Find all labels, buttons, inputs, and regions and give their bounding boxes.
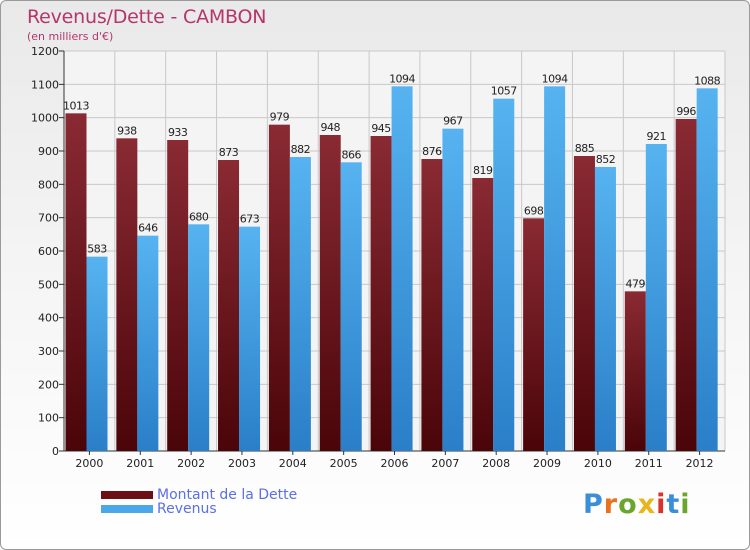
data-label: 1094	[389, 72, 415, 85]
x-tick-label: 2003	[228, 457, 256, 470]
y-tick-label: 1000	[31, 112, 59, 125]
bars-layer	[65, 86, 718, 452]
labels-layer: 0 100 200 300 400 500 600 700 800 900 1000 1100 1200…	[31, 45, 721, 470]
y-tick-label: 900	[38, 145, 59, 158]
bar-revenus	[544, 86, 566, 451]
bar-revenus	[86, 256, 108, 451]
x-tick-label: 2004	[279, 457, 307, 470]
x-tick-label: 2002	[177, 457, 205, 470]
data-label: 1088	[694, 74, 720, 87]
x-tick-label: 2000	[75, 457, 103, 470]
data-label: 945	[371, 122, 391, 135]
y-tick-label: 600	[38, 245, 59, 258]
y-tick-label: 1200	[31, 45, 59, 58]
data-label: 885	[575, 142, 595, 155]
x-tick-label: 2005	[330, 457, 358, 470]
y-tick-label: 800	[38, 178, 59, 191]
y-tick-label: 300	[38, 345, 59, 358]
legend-item-revenus: Revenus	[101, 501, 217, 517]
data-label: 921	[647, 130, 667, 143]
bar-dette	[116, 138, 138, 452]
bar-dette	[624, 291, 646, 451]
bar-revenus	[696, 88, 718, 451]
legend-swatch-dette	[101, 491, 153, 499]
legend-label-dette: Montant de la Dette	[157, 487, 298, 503]
bar-dette	[218, 160, 240, 451]
data-label: 938	[117, 124, 137, 137]
bar-revenus	[391, 86, 413, 451]
data-label: 873	[219, 146, 239, 159]
data-label: 876	[422, 145, 442, 158]
data-label: 933	[168, 126, 188, 139]
bar-dette	[268, 124, 290, 452]
chart-title: Revenus/Dette - CAMBON	[27, 6, 267, 28]
bar-revenus	[289, 157, 311, 451]
data-label: 673	[240, 213, 260, 226]
data-label: 698	[524, 204, 544, 217]
bar-dette	[421, 159, 443, 451]
x-tick-label: 2006	[381, 457, 409, 470]
data-label: 646	[138, 222, 158, 235]
data-label: 866	[341, 148, 361, 161]
x-tick-label: 2007	[431, 457, 459, 470]
x-tick-label: 2001	[126, 457, 154, 470]
bar-dette	[573, 156, 595, 451]
data-label: 819	[473, 164, 493, 177]
bar-revenus	[493, 98, 515, 452]
data-label: 1013	[63, 99, 89, 112]
bar-dette	[167, 140, 189, 451]
data-label: 948	[320, 121, 340, 134]
y-tick-label: 1100	[31, 78, 59, 91]
data-label: 583	[87, 243, 107, 256]
x-tick-label: 2008	[482, 457, 510, 470]
bar-revenus	[239, 226, 261, 451]
proxiti-logo: Proxiti	[583, 489, 691, 520]
bar-dette	[523, 218, 545, 451]
legend-swatch-revenus	[101, 505, 153, 513]
data-label: 967	[443, 115, 463, 128]
bar-revenus	[137, 235, 159, 451]
bar-revenus	[594, 167, 616, 451]
legend-label-revenus: Revenus	[157, 501, 217, 517]
bar-revenus	[645, 144, 667, 451]
data-label: 680	[189, 210, 209, 223]
x-tick-label: 2009	[533, 457, 561, 470]
y-tick-label: 0	[52, 445, 59, 458]
y-tick-label: 200	[38, 378, 59, 391]
bar-dette	[370, 136, 392, 451]
legend-item-dette: Montant de la Dette	[101, 487, 298, 503]
x-tick-label: 2010	[584, 457, 612, 470]
bar-revenus	[442, 128, 464, 451]
y-tick-label: 700	[38, 212, 59, 225]
data-label: 1057	[491, 85, 517, 98]
bar-dette	[65, 113, 87, 451]
data-label: 996	[676, 105, 696, 118]
bar-dette	[319, 135, 341, 451]
bar-dette	[675, 119, 697, 451]
data-label: 852	[596, 153, 616, 166]
data-label: 479	[626, 277, 646, 290]
y-tick-label: 400	[38, 312, 59, 325]
y-tick-label: 100	[38, 412, 59, 425]
data-label: 882	[291, 143, 311, 156]
bar-revenus	[340, 162, 362, 452]
data-label: 979	[270, 111, 290, 124]
data-label: 1094	[542, 72, 568, 85]
bar-dette	[472, 178, 494, 451]
x-tick-label: 2012	[686, 457, 714, 470]
x-tick-label: 2011	[635, 457, 663, 470]
y-tick-label: 500	[38, 278, 59, 291]
chart-subtitle: (en milliers d'€)	[27, 30, 114, 43]
bar-revenus	[188, 224, 210, 451]
